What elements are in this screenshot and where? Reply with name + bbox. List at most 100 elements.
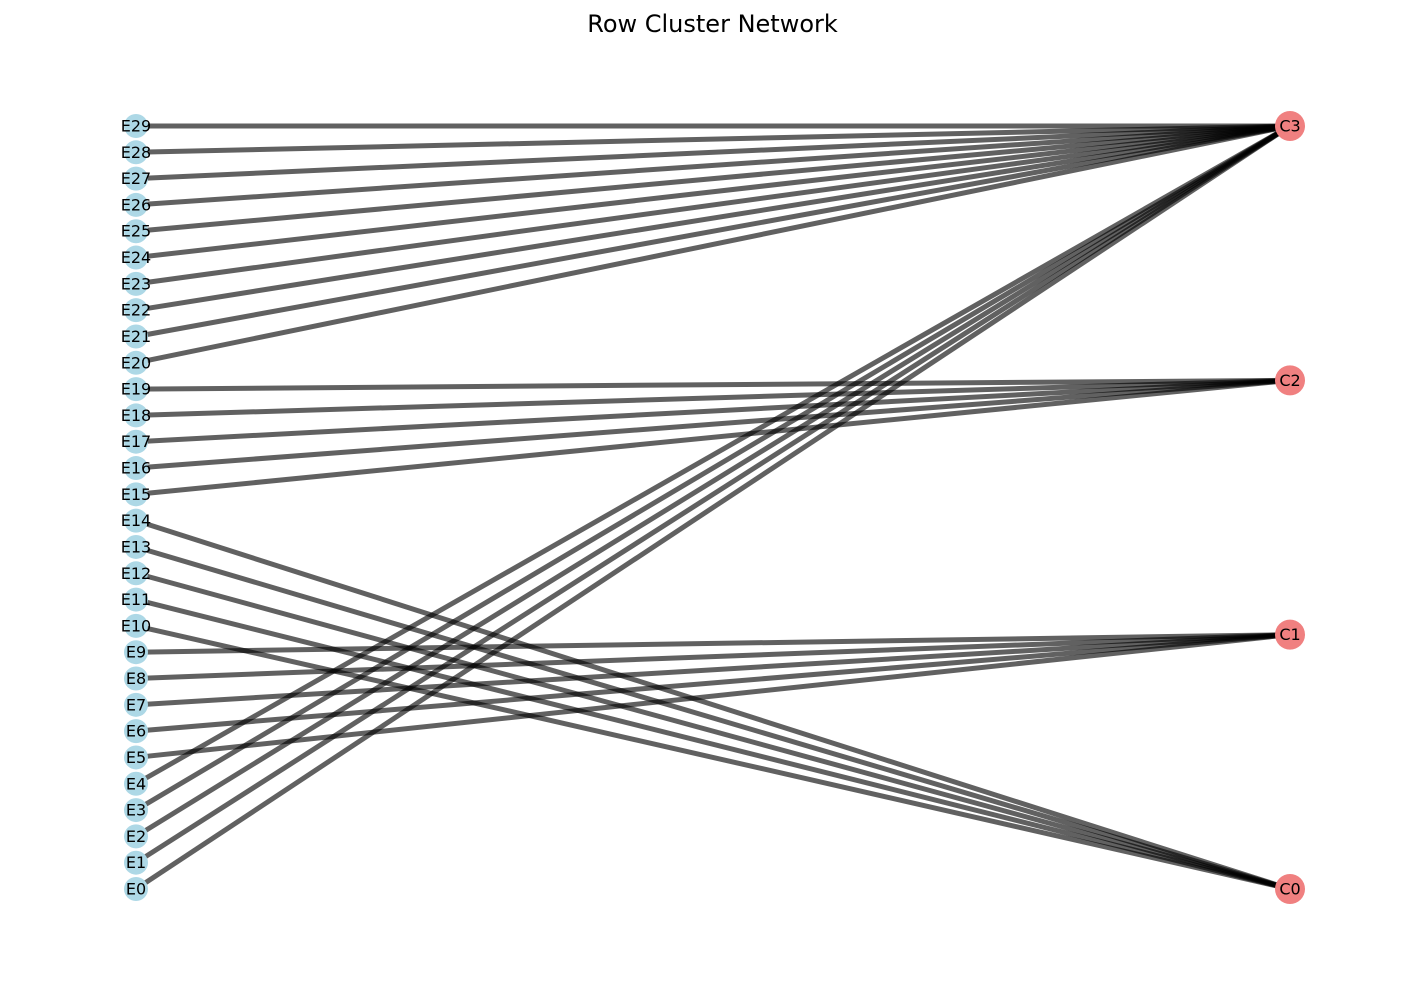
element-node-e9: [124, 640, 148, 665]
edge-e0-c3: [134, 123, 1292, 892]
element-label-e7: E7: [126, 695, 146, 714]
element-node-e13: [124, 534, 148, 559]
edge-e12-c0: [135, 570, 1291, 892]
element-node-e10: [124, 613, 148, 638]
cluster-node-c3: [1275, 111, 1305, 141]
edge-e21-c3: [135, 123, 1291, 339]
element-node-e25: [124, 219, 148, 244]
cluster-label-c2: C2: [1279, 371, 1300, 390]
element-label-e8: E8: [126, 669, 146, 688]
element-node-e12: [124, 561, 148, 586]
edge-e19-c2: [135, 377, 1291, 392]
element-node-e3: [124, 798, 148, 823]
element-label-e29: E29: [121, 117, 151, 136]
element-node-e21: [124, 324, 148, 349]
edge-e14-c0: [135, 518, 1291, 892]
edge-e4-c3: [134, 123, 1292, 786]
element-label-e10: E10: [121, 616, 151, 635]
cluster-label-c3: C3: [1279, 117, 1300, 136]
element-label-e5: E5: [126, 748, 146, 767]
edge-e7-c1: [135, 632, 1291, 708]
element-node-e19: [124, 377, 148, 402]
element-node-e22: [124, 298, 148, 323]
element-node-e5: [124, 745, 148, 770]
edge-e20-c3: [135, 123, 1291, 366]
edge-e6-c1: [135, 632, 1291, 734]
element-node-e24: [124, 245, 148, 270]
element-label-e27: E27: [121, 169, 151, 188]
element-node-e1: [124, 850, 148, 875]
edge-e11-c0: [135, 597, 1291, 892]
edges-layer: [134, 123, 1292, 892]
element-label-e25: E25: [121, 222, 151, 241]
element-node-e27: [124, 166, 148, 191]
element-label-e4: E4: [126, 774, 146, 793]
element-label-e22: E22: [121, 301, 151, 320]
edge-e16-c2: [135, 377, 1291, 471]
element-node-e7: [124, 692, 148, 717]
edge-e13-c0: [135, 544, 1291, 892]
element-label-e11: E11: [121, 590, 151, 609]
edge-e2-c3: [134, 123, 1292, 839]
element-label-e24: E24: [121, 248, 151, 267]
element-label-e17: E17: [121, 432, 151, 451]
element-node-e17: [124, 429, 148, 454]
element-node-e29: [124, 114, 148, 138]
edge-e23-c3: [135, 123, 1291, 287]
element-label-e9: E9: [126, 643, 146, 662]
element-node-e18: [124, 403, 148, 428]
element-node-e0: [124, 877, 148, 901]
element-node-e20: [124, 350, 148, 375]
edge-e1-c3: [134, 123, 1292, 865]
element-node-e14: [124, 508, 148, 533]
labels-layer: E0 E1 E2 E3 E4 E5 E6 E7 E8 E9 E10 E11 E12 E13 E14 E15 E1…: [121, 117, 1301, 899]
edge-e24-c3: [135, 123, 1291, 261]
element-label-e0: E0: [126, 880, 146, 899]
element-label-e6: E6: [126, 722, 146, 741]
element-node-e2: [124, 824, 148, 849]
cluster-label-c1: C1: [1279, 625, 1300, 644]
cluster-node-c1: [1275, 619, 1305, 650]
nodes-layer: [124, 111, 1305, 904]
element-label-e1: E1: [126, 853, 146, 872]
cluster-node-c0: [1275, 874, 1305, 904]
element-label-e18: E18: [121, 406, 151, 425]
element-node-e26: [124, 192, 148, 217]
element-node-e4: [124, 771, 148, 796]
edge-e5-c1: [135, 632, 1291, 760]
element-node-e11: [124, 587, 148, 612]
element-label-e2: E2: [126, 827, 146, 846]
edge-e27-c3: [135, 123, 1291, 182]
edge-e18-c2: [135, 377, 1291, 418]
element-label-e19: E19: [121, 380, 151, 399]
element-label-e15: E15: [121, 485, 151, 504]
edge-e22-c3: [135, 123, 1291, 313]
element-label-e23: E23: [121, 274, 151, 293]
edge-e3-c3: [134, 123, 1292, 813]
cluster-node-c2: [1275, 365, 1305, 396]
element-node-e16: [124, 456, 148, 481]
element-label-e21: E21: [121, 327, 151, 346]
element-node-e28: [124, 140, 148, 165]
edge-e25-c3: [135, 123, 1291, 234]
element-node-e6: [124, 719, 148, 744]
element-label-e14: E14: [121, 511, 151, 530]
cluster-label-c0: C0: [1279, 880, 1300, 899]
edge-e15-c2: [135, 377, 1291, 497]
edge-e17-c2: [135, 377, 1291, 445]
element-label-e28: E28: [121, 143, 151, 162]
element-label-e16: E16: [121, 459, 151, 478]
edge-e28-c3: [135, 123, 1291, 155]
element-label-e26: E26: [121, 195, 151, 214]
element-label-e12: E12: [121, 564, 151, 583]
element-node-e23: [124, 271, 148, 296]
edge-e10-c0: [135, 623, 1291, 892]
element-label-e3: E3: [126, 801, 146, 820]
element-label-e20: E20: [121, 353, 151, 372]
diagram-title: Row Cluster Network: [587, 10, 838, 38]
element-node-e8: [124, 666, 148, 691]
element-label-e13: E13: [121, 537, 151, 556]
edge-e26-c3: [135, 123, 1291, 208]
element-node-e15: [124, 482, 148, 507]
